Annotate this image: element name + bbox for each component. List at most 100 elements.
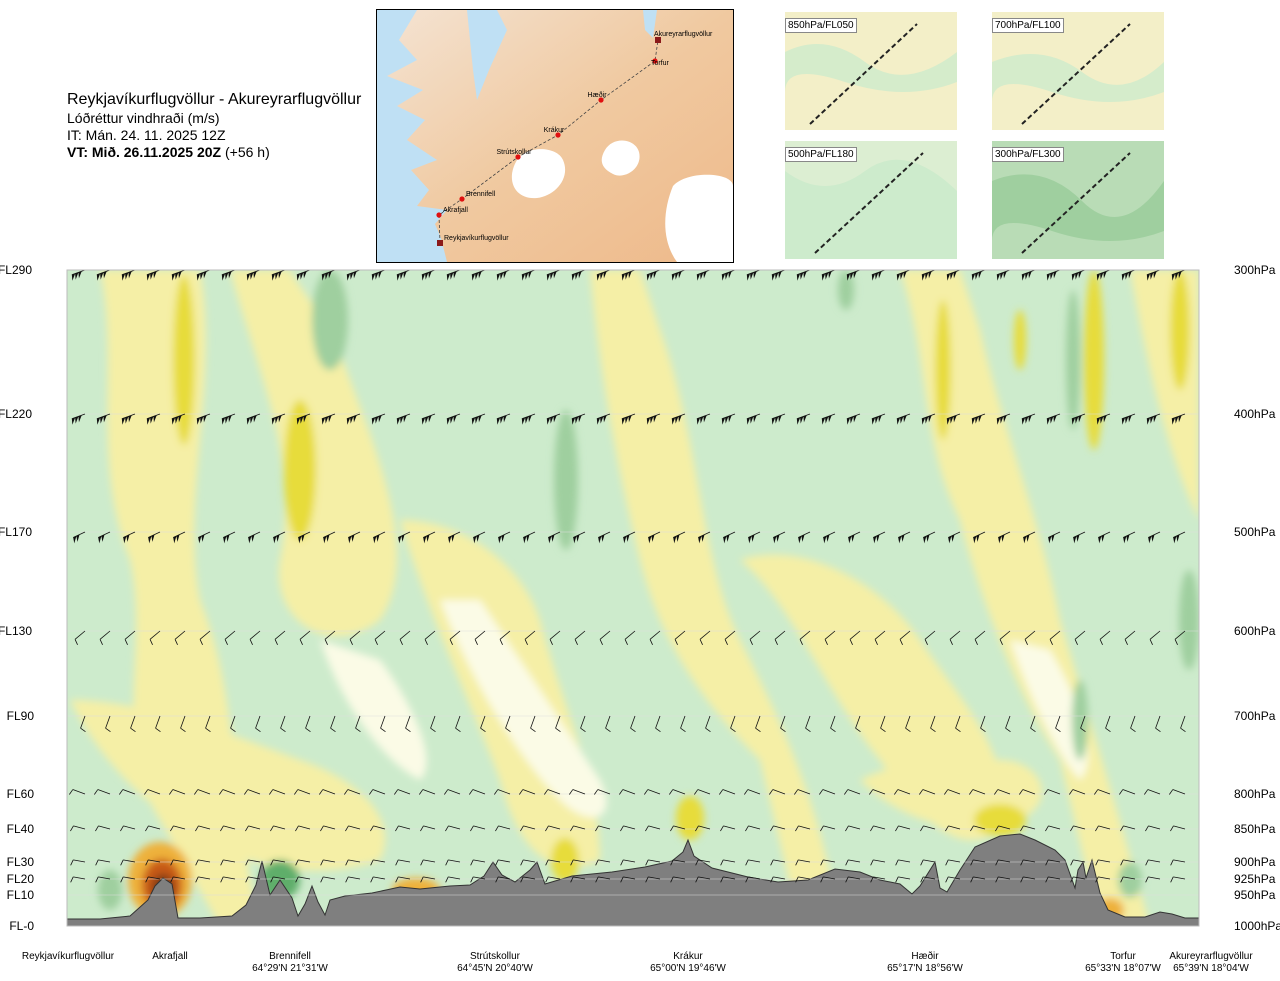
wind-barb	[245, 859, 261, 866]
wind-barb	[569, 789, 586, 795]
wind-barb	[896, 413, 911, 425]
wind-barb	[845, 859, 861, 866]
wind-barb	[821, 270, 836, 281]
wind-barb	[945, 859, 961, 866]
wind-barb	[695, 876, 711, 883]
wind-barb	[595, 859, 611, 866]
wind-barb	[394, 789, 411, 795]
wind-barb	[1023, 531, 1036, 544]
wind-barb	[1144, 789, 1161, 795]
wind-barb	[670, 876, 686, 883]
wind-barb	[621, 270, 636, 281]
wind-barb	[949, 630, 961, 645]
waypoint-name: Akrafjall	[152, 951, 188, 962]
wind-barb	[599, 630, 611, 645]
wind-barb	[446, 413, 461, 425]
wind-barb	[194, 789, 211, 795]
hpa-tick-label: 900hPa	[1234, 855, 1276, 869]
fl-tick-label: FL-0	[9, 919, 34, 933]
wind-barb	[723, 531, 736, 544]
wind-barb	[1044, 789, 1061, 795]
wind-barb	[1046, 413, 1061, 425]
mini-map-500-label: 500hPa/FL180	[785, 147, 857, 162]
wind-barb	[105, 715, 111, 732]
waypoint-label: Brennifell 64°29'N 21°31'W	[230, 951, 350, 975]
route-title: Reykjavíkurflugvöllur - Akureyrarflugvöl…	[67, 91, 362, 108]
hpa-tick-label: 800hPa	[1234, 787, 1276, 801]
wind-barb	[524, 630, 536, 645]
waypoint-name: Hæðir	[911, 951, 939, 962]
pressure-level-lines	[67, 270, 1199, 926]
wind-barb	[974, 630, 986, 645]
wind-barb	[620, 876, 636, 883]
wind-barb	[420, 825, 436, 832]
wind-barb	[548, 531, 561, 544]
wind-barb	[919, 789, 936, 795]
wind-barb	[295, 876, 311, 883]
wind-barb	[546, 413, 561, 425]
wind-barb	[474, 630, 486, 645]
hpa-tick-label: 500hPa	[1234, 525, 1276, 539]
wind-barb	[855, 715, 861, 732]
wind-barb	[596, 413, 611, 425]
wind-barb	[1146, 413, 1161, 425]
wind-barb	[921, 270, 936, 281]
wind-barb	[999, 630, 1011, 645]
wind-barb	[820, 859, 836, 866]
wind-barb	[970, 876, 986, 883]
wind-barb	[430, 715, 436, 732]
wind-barb	[230, 715, 236, 732]
wind-barb	[155, 715, 161, 732]
wind-barb	[469, 789, 486, 795]
wind-barb	[945, 825, 961, 832]
wind-barb	[270, 859, 286, 866]
wind-barb	[69, 789, 86, 795]
waypoint-label: Akrafjall	[110, 951, 230, 963]
wind-barb	[971, 413, 986, 425]
wind-barb	[771, 270, 786, 281]
wind-barb	[1094, 789, 1111, 795]
wind-barb	[1149, 630, 1161, 645]
wind-barb	[448, 531, 461, 544]
wind-barbs	[69, 270, 1186, 883]
waypoint-coords: 65°00'N 19°46'W	[650, 963, 726, 974]
wind-barb	[905, 715, 911, 732]
wind-barb	[219, 789, 236, 795]
wind-barb	[519, 789, 536, 795]
wind-barb	[80, 715, 86, 732]
wind-barb	[169, 789, 186, 795]
wind-barb	[245, 876, 261, 883]
wind-barb	[345, 876, 361, 883]
wind-barb	[580, 715, 586, 732]
wind-barb	[246, 270, 261, 281]
wind-barb	[305, 715, 311, 732]
wind-barb	[455, 715, 461, 732]
fl-tick-label: FL40	[6, 822, 34, 836]
wind-barb	[644, 789, 661, 795]
wind-barb	[424, 630, 436, 645]
map-waypoint-label: Torfur	[651, 60, 670, 67]
wind-barb	[1080, 715, 1086, 732]
wind-barb	[395, 859, 411, 866]
wind-barb	[495, 859, 511, 866]
wind-barb	[770, 825, 786, 832]
route-line	[438, 39, 659, 244]
wind-barb	[1148, 531, 1161, 544]
wind-barb	[695, 825, 711, 832]
wind-barb	[621, 413, 636, 425]
wind-barb	[619, 789, 636, 795]
wind-barb	[820, 876, 836, 883]
wind-barb	[274, 630, 286, 645]
wind-barb	[970, 825, 986, 832]
wind-barb	[769, 789, 786, 795]
glacier-hofsjokull	[601, 140, 640, 176]
wind-barb	[271, 270, 286, 281]
wind-barb	[870, 825, 886, 832]
wind-barb	[471, 270, 486, 281]
wind-barb	[1045, 825, 1061, 832]
wind-barb	[571, 413, 586, 425]
wind-barb	[798, 531, 811, 544]
wind-barb	[321, 413, 336, 425]
wind-barb	[530, 715, 536, 732]
wind-barb	[271, 413, 286, 425]
